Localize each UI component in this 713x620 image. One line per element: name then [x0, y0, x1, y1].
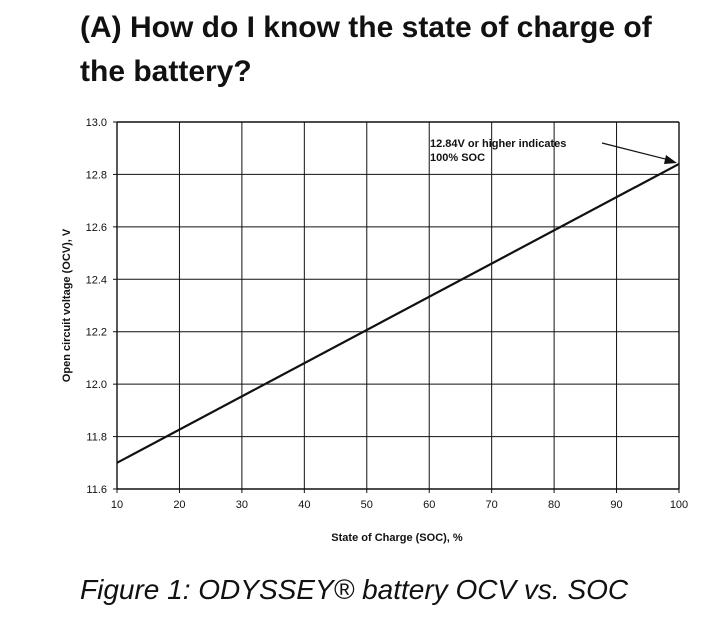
- series: [116, 162, 680, 464]
- y-tick-label: 11.8: [86, 432, 107, 444]
- y-tick-label: 12.4: [86, 274, 107, 286]
- grid: [113, 121, 680, 493]
- x-tick-label: 70: [486, 499, 498, 511]
- x-tick-label: 30: [236, 499, 248, 511]
- x-tick-label: 100: [670, 499, 688, 511]
- y-axis-title: Open circuit voltage (OCV), V: [61, 228, 73, 382]
- x-tick-label: 10: [111, 499, 123, 511]
- y-tick-label: 12.8: [86, 169, 107, 181]
- x-tick-label: 20: [173, 499, 185, 511]
- x-tick-label: 40: [298, 499, 310, 511]
- x-tick-label: 60: [423, 499, 435, 511]
- page-title: (A) How do I know the state of charge of…: [80, 11, 652, 88]
- y-tick-label: 12.6: [86, 222, 107, 234]
- ocv-soc-line: [116, 162, 680, 464]
- y-tick-label: 13.0: [86, 117, 107, 129]
- figure-caption: Figure 1: ODYSSEY® battery OCV vs. SOC: [80, 574, 629, 605]
- y-tick-label: 11.6: [86, 484, 107, 496]
- annotation-arrow-line: [601, 142, 670, 161]
- annotation-arrow-head: [664, 154, 677, 164]
- x-tick-label: 50: [361, 499, 373, 511]
- annotation-text-line: 12.84V or higher indicates: [430, 138, 566, 150]
- y-tick-label: 12.0: [86, 379, 107, 391]
- x-tick-label: 90: [610, 499, 622, 511]
- annotation-text-line: 100% SOC: [430, 152, 485, 164]
- annotation: 12.84V or higher indicates 100% SOC: [430, 138, 677, 164]
- axis-titles: State of Charge (SOC), % Open circuit vol…: [61, 228, 463, 544]
- ocv-soc-chart: 10 20 30 40 50 60 70 80 90 100 11.6 11.8 12.0 12.2 12.…: [61, 117, 689, 544]
- x-axis-title: State of Charge (SOC), %: [331, 532, 463, 544]
- tick-labels: 10 20 30 40 50 60 70 80 90 100 11.6 11.8 12.0 12.2 12.…: [86, 117, 689, 511]
- y-tick-label: 12.2: [86, 327, 107, 339]
- x-tick-label: 80: [548, 499, 560, 511]
